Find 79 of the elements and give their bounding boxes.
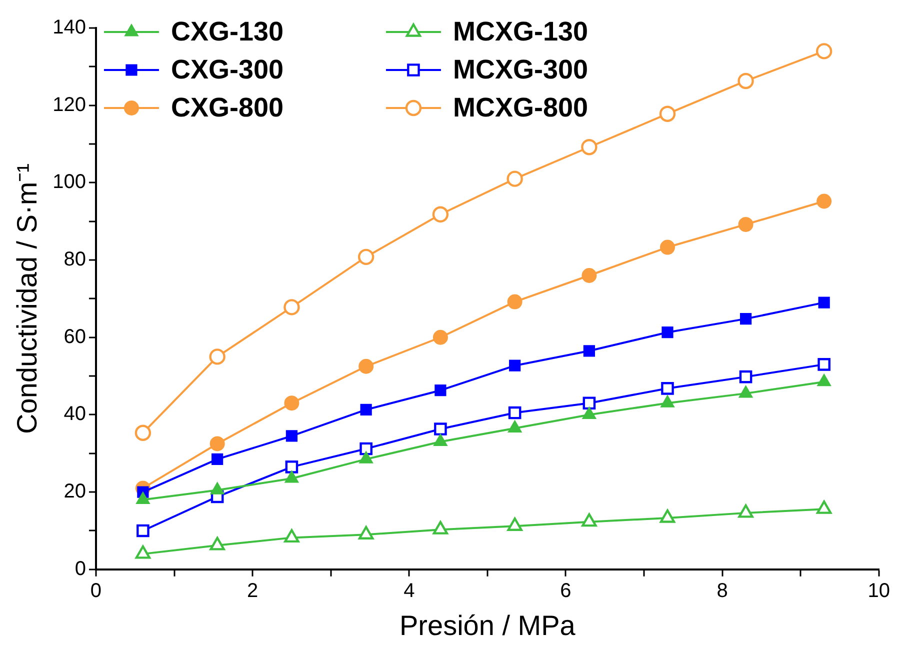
x-tick-label: 8 bbox=[716, 580, 728, 602]
point bbox=[360, 442, 372, 456]
point bbox=[507, 294, 522, 310]
point bbox=[660, 509, 676, 523]
point bbox=[136, 524, 150, 538]
y-tick-label: 100 bbox=[52, 171, 86, 194]
point bbox=[507, 517, 522, 531]
legend-label: MCXG-300 bbox=[452, 54, 588, 84]
legend-label: CXG-130 bbox=[170, 16, 284, 46]
point bbox=[209, 348, 226, 365]
point bbox=[360, 404, 372, 416]
point bbox=[434, 384, 446, 396]
legend-label: CXG-800 bbox=[170, 92, 284, 122]
point bbox=[432, 330, 448, 345]
point bbox=[134, 424, 152, 441]
point bbox=[816, 43, 832, 60]
point bbox=[582, 396, 596, 410]
point bbox=[358, 526, 374, 540]
point bbox=[210, 536, 225, 550]
legend-label: MCXG-800 bbox=[452, 92, 588, 122]
point bbox=[661, 382, 674, 395]
x-tick-label: 10 bbox=[868, 580, 890, 602]
x-tick-label: 2 bbox=[246, 580, 258, 602]
point bbox=[210, 482, 224, 494]
y-tick-label: 0 bbox=[74, 558, 86, 580]
point bbox=[212, 453, 224, 465]
y-tick-label: 20 bbox=[64, 480, 86, 503]
point bbox=[582, 513, 597, 527]
point bbox=[432, 206, 449, 222]
point bbox=[284, 299, 300, 316]
x-tick-label: 6 bbox=[560, 580, 572, 602]
point bbox=[738, 216, 754, 232]
point bbox=[434, 422, 447, 436]
x-axis-title: Presión / MPa bbox=[399, 610, 576, 641]
x-tick-label: 0 bbox=[90, 580, 102, 602]
point bbox=[359, 451, 374, 464]
point bbox=[358, 358, 374, 374]
point bbox=[740, 313, 752, 325]
point bbox=[284, 470, 299, 483]
point bbox=[286, 430, 298, 442]
point bbox=[818, 296, 830, 308]
point bbox=[662, 326, 674, 338]
point bbox=[581, 139, 598, 156]
point bbox=[738, 504, 754, 518]
point bbox=[582, 268, 597, 283]
point bbox=[433, 434, 448, 446]
point bbox=[358, 248, 374, 266]
x-tick-label: 4 bbox=[404, 580, 415, 602]
point bbox=[738, 72, 754, 90]
point bbox=[739, 370, 752, 384]
point bbox=[284, 396, 300, 411]
y-tick-label: 140 bbox=[52, 16, 86, 39]
y-axis-title: Conductividad / S·m⁻¹ bbox=[12, 163, 43, 434]
point bbox=[816, 500, 832, 514]
point bbox=[738, 385, 753, 398]
point bbox=[582, 406, 596, 419]
legend-label: CXG-300 bbox=[170, 54, 284, 84]
point bbox=[817, 374, 832, 386]
point bbox=[135, 545, 151, 559]
point bbox=[659, 106, 676, 122]
point bbox=[509, 360, 521, 372]
point bbox=[660, 240, 675, 255]
y-tick-label: 40 bbox=[64, 403, 86, 426]
point bbox=[285, 460, 298, 474]
y-tick-label: 120 bbox=[52, 94, 86, 116]
point bbox=[284, 529, 300, 543]
point bbox=[508, 406, 522, 420]
y-tick-label: 80 bbox=[64, 248, 86, 271]
point bbox=[660, 395, 674, 408]
point bbox=[583, 345, 596, 357]
point bbox=[210, 436, 225, 452]
point bbox=[508, 420, 522, 432]
point bbox=[816, 194, 832, 209]
legend-label: MCXG-130 bbox=[452, 16, 588, 46]
point bbox=[432, 520, 448, 534]
point bbox=[136, 492, 150, 504]
y-tick-label: 60 bbox=[64, 326, 86, 348]
point bbox=[506, 170, 523, 187]
point bbox=[818, 358, 830, 371]
